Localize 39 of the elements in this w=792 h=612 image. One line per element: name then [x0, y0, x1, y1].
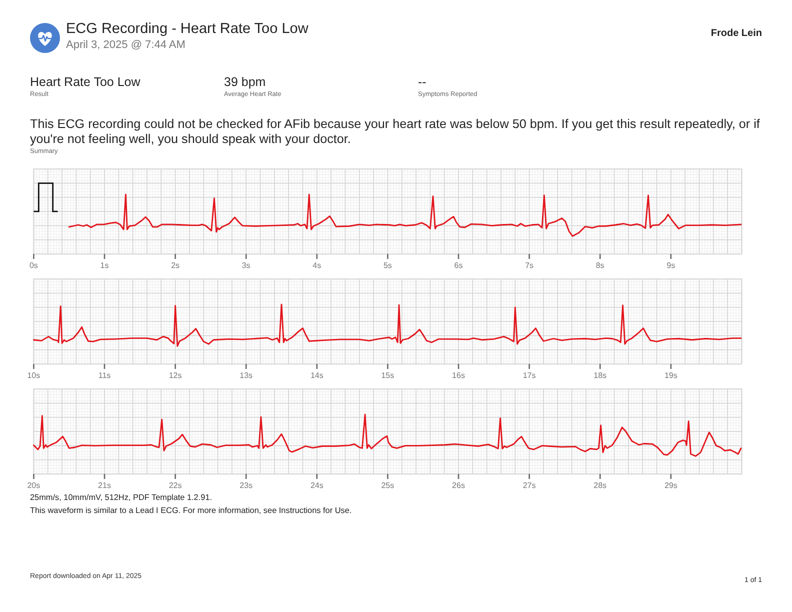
x-tick-label: 0s	[29, 260, 38, 270]
x-tick-label: 26s	[452, 481, 465, 490]
text: 25mm/s, 10mm/mV, 512Hz, PDF Template 1.2.91.	[30, 493, 212, 503]
text: Heart Rate Too Low	[30, 75, 140, 90]
x-tick-label: 22s	[168, 481, 182, 490]
x-tick-label: 8s	[596, 260, 604, 270]
x-tick-label: 1s	[100, 260, 109, 270]
x-tick-label: 11s	[98, 371, 111, 380]
x-tick-label: 2s	[171, 260, 180, 270]
x-tick-label: 18s	[594, 371, 607, 380]
x-tick-label: 10s	[27, 371, 40, 380]
x-tick-label: 17s	[522, 371, 536, 380]
x-tick-label: 16s	[452, 371, 465, 380]
text: 39 bpm	[224, 75, 266, 90]
text: --	[418, 75, 426, 90]
x-tick-label: 24s	[310, 481, 324, 490]
x-tick-label: 3s	[242, 260, 250, 270]
x-tick-label: 14s	[310, 371, 324, 380]
x-tick-label: 20s	[27, 481, 40, 490]
x-tick-label: 15s	[381, 371, 394, 380]
x-tick-label: 4s	[312, 260, 322, 270]
text: Frode Lein	[710, 28, 762, 40]
x-tick-label: 13s	[240, 371, 253, 380]
x-tick-label: 23s	[240, 481, 253, 490]
x-tick-label: 6s	[454, 260, 463, 270]
text: This ECG recording could not be checked for AFib because your heart rate was below 50 bpm. If you get this result repeatedly, or if you're not feeling well, you should speak with your doctor.	[30, 117, 761, 147]
x-tick-label: 19s	[664, 371, 678, 380]
chart-subtitle: April 3, 2025 @ 7:44 AM	[66, 39, 186, 52]
text: This waveform is similar to a Lead I ECG. For more information, see Instructions for Use.	[30, 506, 352, 516]
x-tick-label: 7s	[525, 260, 534, 270]
x-tick-label: 29s	[664, 481, 678, 490]
x-tick-label: 5s	[383, 260, 392, 270]
x-tick-label: 9s	[666, 260, 676, 270]
x-tick-label: 12s	[168, 371, 182, 380]
x-tick-label: 27s	[522, 481, 536, 490]
chart-title: ECG Recording - Heart Rate Too Low	[66, 21, 308, 38]
x-tick-label: 28s	[594, 481, 607, 490]
x-tick-label: 25s	[381, 481, 394, 490]
x-tick-label: 21s	[98, 481, 111, 490]
